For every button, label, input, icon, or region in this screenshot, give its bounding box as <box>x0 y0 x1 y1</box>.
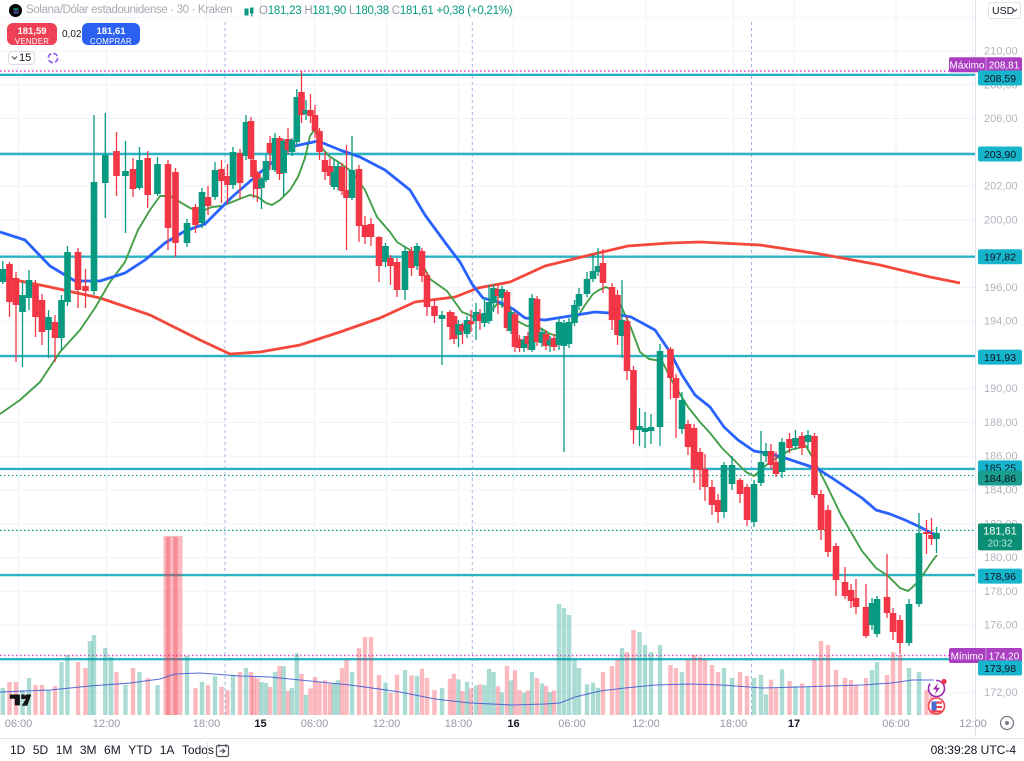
svg-text:172,00: 172,00 <box>984 687 1018 699</box>
svg-text:18:00: 18:00 <box>445 718 473 730</box>
svg-text:06:00: 06:00 <box>882 718 910 730</box>
svg-text:178,00: 178,00 <box>984 586 1018 598</box>
svg-text:06:00: 06:00 <box>558 718 586 730</box>
svg-text:184,00: 184,00 <box>984 485 1018 497</box>
svg-text:Máximo: Máximo <box>949 61 984 72</box>
svg-text:Mínimo: Mínimo <box>951 651 984 662</box>
svg-text:18:00: 18:00 <box>720 718 748 730</box>
svg-text:202,00: 202,00 <box>984 181 1018 193</box>
svg-text:173,98: 173,98 <box>984 663 1016 675</box>
svg-text:174,20: 174,20 <box>989 651 1020 662</box>
svg-text:190,00: 190,00 <box>984 383 1018 395</box>
svg-text:208,81: 208,81 <box>989 61 1020 72</box>
svg-text:17: 17 <box>788 718 800 730</box>
svg-text:186,00: 186,00 <box>984 451 1018 463</box>
svg-text:178,96: 178,96 <box>984 571 1016 583</box>
svg-text:200,00: 200,00 <box>984 214 1018 226</box>
svg-text:12:00: 12:00 <box>632 718 660 730</box>
svg-text:176,00: 176,00 <box>984 620 1018 632</box>
svg-text:196,00: 196,00 <box>984 282 1018 294</box>
svg-text:197,82: 197,82 <box>984 252 1016 264</box>
svg-text:06:00: 06:00 <box>301 718 329 730</box>
svg-text:16: 16 <box>507 718 519 730</box>
svg-text:191,93: 191,93 <box>984 352 1016 364</box>
svg-text:12:00: 12:00 <box>373 718 401 730</box>
svg-text:12:00: 12:00 <box>93 718 121 730</box>
svg-text:06:00: 06:00 <box>5 718 33 730</box>
svg-text:12:00: 12:00 <box>959 718 987 730</box>
svg-text:188,00: 188,00 <box>984 417 1018 429</box>
svg-text:194,00: 194,00 <box>984 316 1018 328</box>
svg-text:206,00: 206,00 <box>984 113 1018 125</box>
svg-text:180,00: 180,00 <box>984 552 1018 564</box>
svg-text:181,61: 181,61 <box>983 525 1017 537</box>
svg-text:210,00: 210,00 <box>984 46 1018 58</box>
svg-text:15: 15 <box>254 718 266 730</box>
svg-text:20:32: 20:32 <box>987 538 1012 549</box>
svg-text:203,90: 203,90 <box>984 149 1016 161</box>
svg-text:18:00: 18:00 <box>193 718 221 730</box>
svg-text:208,59: 208,59 <box>984 73 1016 85</box>
svg-text:184,86: 184,86 <box>984 473 1016 485</box>
